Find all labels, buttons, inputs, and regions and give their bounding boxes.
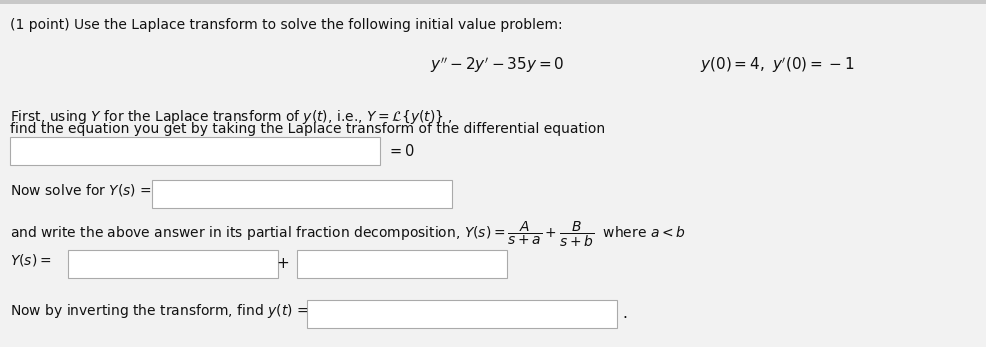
Bar — [152, 180, 452, 208]
Text: .: . — [621, 306, 626, 322]
Text: $y'' - 2y' - 35y = 0$: $y'' - 2y' - 35y = 0$ — [430, 55, 564, 75]
Text: Now by inverting the transform, find $y(t)$ =: Now by inverting the transform, find $y(… — [10, 302, 309, 320]
Bar — [307, 300, 616, 328]
Bar — [68, 250, 278, 278]
Text: (1 point) Use the Laplace transform to solve the following initial value problem: (1 point) Use the Laplace transform to s… — [10, 18, 562, 32]
Text: First, using $Y$ for the Laplace transform of $y(t)$, i.e., $Y = \mathcal{L}\{y(: First, using $Y$ for the Laplace transfo… — [10, 108, 453, 126]
Text: $= 0$: $= 0$ — [387, 143, 415, 159]
Bar — [297, 250, 507, 278]
Text: find the equation you get by taking the Laplace transform of the differential eq: find the equation you get by taking the … — [10, 122, 604, 136]
Bar — [10, 137, 380, 165]
Text: $y(0) = 4,\ y'(0) = -1$: $y(0) = 4,\ y'(0) = -1$ — [699, 55, 854, 75]
Text: $+$: $+$ — [276, 256, 289, 271]
Bar — [0, 0, 986, 4]
Text: and write the above answer in its partial fraction decomposition, $Y(s) = \dfrac: and write the above answer in its partia… — [10, 220, 685, 249]
Text: $Y(s) =$: $Y(s) =$ — [10, 252, 51, 268]
Text: Now solve for $Y(s)$ =: Now solve for $Y(s)$ = — [10, 182, 152, 198]
